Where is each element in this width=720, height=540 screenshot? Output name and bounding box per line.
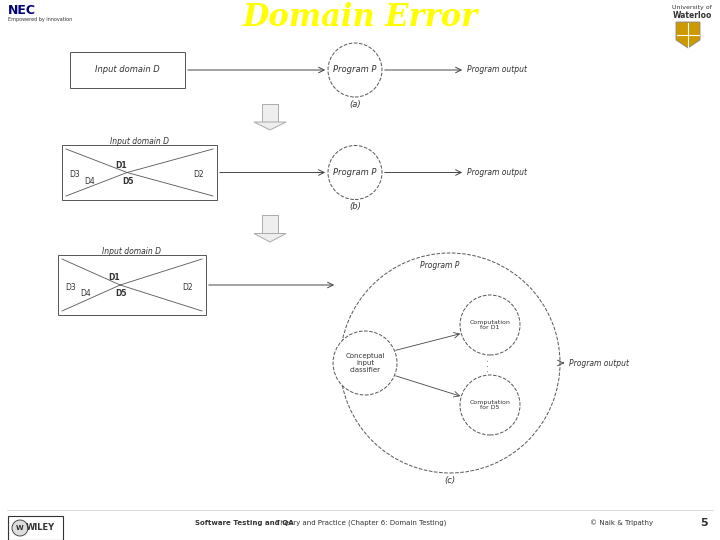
Text: W: W: [16, 525, 24, 531]
Text: D1: D1: [115, 161, 127, 170]
Polygon shape: [254, 233, 286, 242]
Bar: [70, 52, 185, 88]
Text: © Naik & Tripathy: © Naik & Tripathy: [590, 519, 653, 526]
Text: 5: 5: [701, 518, 708, 528]
Text: · · ·: · · ·: [485, 359, 495, 372]
Circle shape: [328, 145, 382, 199]
Text: D4: D4: [85, 177, 95, 186]
Circle shape: [328, 43, 382, 97]
Text: D2: D2: [183, 282, 193, 292]
Text: Input domain D: Input domain D: [110, 138, 169, 146]
Text: Conceptual
input
classifier: Conceptual input classifier: [346, 353, 384, 373]
Text: (a): (a): [349, 99, 361, 109]
Text: Software Testing and QA: Software Testing and QA: [195, 520, 294, 526]
Text: Input domain D: Input domain D: [95, 65, 160, 75]
Text: Empowered by innovation: Empowered by innovation: [8, 17, 72, 23]
Text: Program output: Program output: [467, 168, 527, 177]
Circle shape: [340, 253, 560, 473]
Text: Waterloo: Waterloo: [672, 10, 712, 19]
Circle shape: [333, 331, 397, 395]
Bar: [8, 516, 63, 540]
Text: Program P: Program P: [333, 65, 377, 75]
Text: Domain Error: Domain Error: [243, 3, 477, 33]
Circle shape: [460, 295, 520, 355]
Text: Program output: Program output: [467, 65, 527, 75]
Text: Computation
for D5: Computation for D5: [469, 400, 510, 410]
Circle shape: [460, 375, 520, 435]
Bar: [58, 255, 206, 315]
Text: NEC: NEC: [8, 3, 36, 17]
Bar: [62, 145, 217, 200]
Text: WILEY: WILEY: [25, 523, 55, 532]
Text: (c): (c): [444, 476, 456, 485]
Text: D3: D3: [70, 170, 81, 179]
Polygon shape: [676, 22, 700, 48]
Text: D4: D4: [81, 289, 91, 299]
Text: D5: D5: [115, 289, 127, 299]
Text: D5: D5: [122, 177, 134, 186]
Text: University of: University of: [672, 5, 712, 10]
Text: Program P: Program P: [420, 261, 459, 271]
Text: D1: D1: [108, 273, 120, 282]
Text: Theory and Practice (Chapter 6: Domain Testing): Theory and Practice (Chapter 6: Domain T…: [195, 519, 446, 526]
Text: D3: D3: [66, 282, 76, 292]
Polygon shape: [254, 122, 286, 130]
Text: D2: D2: [194, 170, 204, 179]
Text: Program output: Program output: [569, 359, 629, 368]
Text: (b): (b): [349, 202, 361, 211]
Text: Computation
for D1: Computation for D1: [469, 320, 510, 330]
Text: Input domain D: Input domain D: [102, 247, 161, 256]
Polygon shape: [262, 104, 278, 122]
Polygon shape: [262, 215, 278, 233]
Text: Program P: Program P: [333, 168, 377, 177]
Circle shape: [12, 520, 28, 536]
